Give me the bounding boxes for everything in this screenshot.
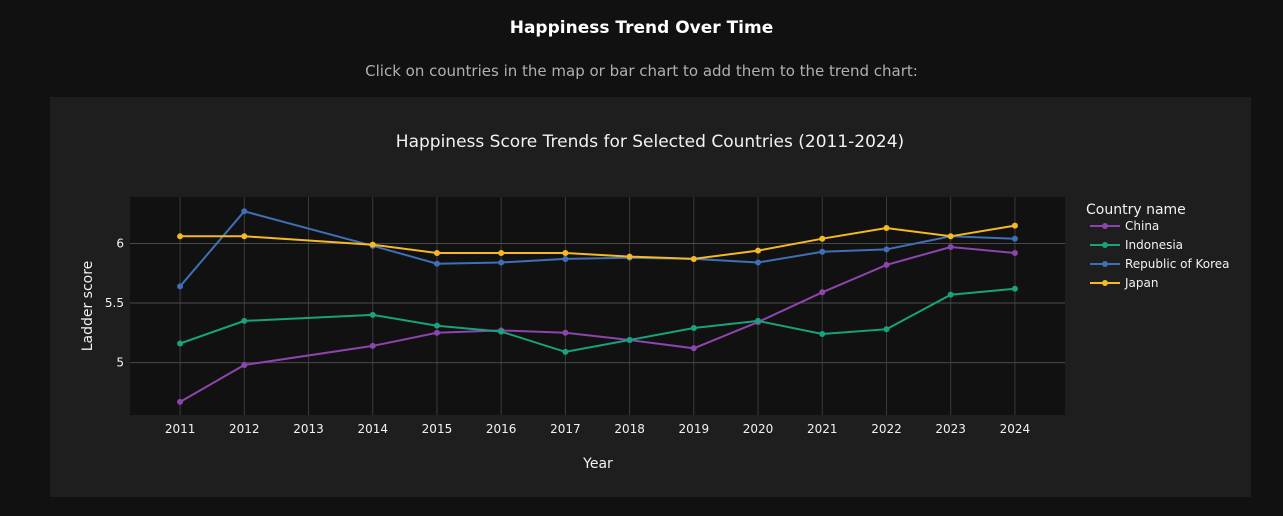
y-gridlines (130, 242, 1065, 364)
x-axis-title: Year (582, 456, 613, 472)
x-tick-label: 2018 (614, 422, 645, 436)
legend-swatch-marker (1102, 223, 1108, 229)
series-lines[interactable] (177, 208, 1018, 405)
data-point[interactable] (883, 261, 890, 268)
series-japan[interactable] (177, 222, 1018, 262)
y-axis-title: Ladder score (80, 261, 96, 352)
x-tick-label: 2017 (550, 422, 581, 436)
x-tick-label: 2022 (871, 422, 902, 436)
trend-chart-panel[interactable]: Happiness Score Trends for Selected Coun… (50, 97, 1251, 497)
data-point[interactable] (690, 325, 697, 332)
x-tick-label: 2016 (486, 422, 517, 436)
x-tick-label: 2013 (293, 422, 324, 436)
data-point[interactable] (883, 246, 890, 253)
data-point[interactable] (433, 322, 440, 329)
y-tick-label: 5.5 (105, 296, 124, 310)
data-point[interactable] (947, 244, 954, 251)
chart-title: Happiness Score Trends for Selected Coun… (396, 132, 904, 152)
data-point[interactable] (177, 340, 184, 347)
legend-swatch-marker (1102, 280, 1108, 286)
x-tick-label: 2023 (935, 422, 966, 436)
data-point[interactable] (177, 398, 184, 405)
x-tick-label: 2011 (165, 422, 196, 436)
data-point[interactable] (690, 345, 697, 352)
legend-title: Country name (1086, 202, 1186, 218)
data-point[interactable] (241, 233, 248, 240)
data-point[interactable] (562, 329, 569, 336)
x-tick-label: 2012 (229, 422, 260, 436)
data-point[interactable] (690, 255, 697, 262)
data-point[interactable] (177, 283, 184, 290)
x-tick-label: 2014 (357, 422, 388, 436)
data-point[interactable] (241, 317, 248, 324)
data-point[interactable] (433, 249, 440, 256)
legend-item[interactable]: Indonesia (1090, 238, 1183, 252)
data-point[interactable] (241, 208, 248, 215)
data-point[interactable] (498, 249, 505, 256)
x-tick-label: 2020 (743, 422, 774, 436)
data-point[interactable] (1011, 285, 1018, 292)
data-point[interactable] (819, 235, 826, 242)
legend-label: Republic of Korea (1125, 257, 1230, 271)
x-tick-labels: 2011 2012 2013 2014 2015 2016 2017 2018 2019 2020… (165, 422, 1030, 436)
trend-chart[interactable]: Happiness Score Trends for Selected Coun… (50, 97, 1251, 497)
legend-item[interactable]: Japan (1090, 276, 1158, 290)
data-point[interactable] (433, 260, 440, 267)
x-tick-label: 2024 (1000, 422, 1031, 436)
y-tick-label: 5 (116, 356, 124, 370)
data-point[interactable] (562, 348, 569, 355)
data-point[interactable] (498, 328, 505, 335)
x-tick-label: 2015 (422, 422, 453, 436)
data-point[interactable] (369, 311, 376, 318)
page-subtitle: Click on countries in the map or bar cha… (365, 62, 918, 80)
data-point[interactable] (562, 249, 569, 256)
data-point[interactable] (819, 248, 826, 255)
data-point[interactable] (1011, 235, 1018, 242)
legend-swatch-marker (1102, 242, 1108, 248)
y-tick-label: 6 (116, 236, 124, 250)
legend-label: Indonesia (1125, 238, 1183, 252)
x-tick-label: 2021 (807, 422, 838, 436)
data-point[interactable] (883, 224, 890, 231)
data-point[interactable] (369, 241, 376, 248)
series-indonesia[interactable] (177, 285, 1018, 355)
data-point[interactable] (626, 253, 633, 260)
data-point[interactable] (819, 289, 826, 296)
data-point[interactable] (755, 317, 762, 324)
data-point[interactable] (755, 247, 762, 254)
page-title: Happiness Trend Over Time (509, 18, 774, 38)
x-tick-label: 2019 (679, 422, 710, 436)
x-gridlines (179, 197, 1016, 415)
legend-swatch-marker (1102, 261, 1108, 267)
data-point[interactable] (562, 255, 569, 262)
data-point[interactable] (947, 291, 954, 298)
data-point[interactable] (241, 361, 248, 368)
data-point[interactable] (433, 329, 440, 336)
data-point[interactable] (369, 342, 376, 349)
legend-item[interactable]: China (1090, 219, 1159, 233)
legend-item[interactable]: Republic of Korea (1090, 257, 1230, 271)
data-point[interactable] (626, 336, 633, 343)
plot-area[interactable] (130, 197, 1065, 415)
data-point[interactable] (177, 233, 184, 240)
data-point[interactable] (498, 259, 505, 266)
data-point[interactable] (1011, 222, 1018, 229)
data-point[interactable] (1011, 249, 1018, 256)
data-point[interactable] (883, 326, 890, 333)
legend-label: China (1125, 219, 1159, 233)
data-point[interactable] (947, 233, 954, 240)
y-tick-labels: 55.56 (105, 236, 124, 369)
legend[interactable]: China Indonesia Republic of Korea Japan (1090, 219, 1230, 290)
data-point[interactable] (755, 259, 762, 266)
legend-label: Japan (1124, 276, 1158, 290)
data-point[interactable] (819, 330, 826, 337)
